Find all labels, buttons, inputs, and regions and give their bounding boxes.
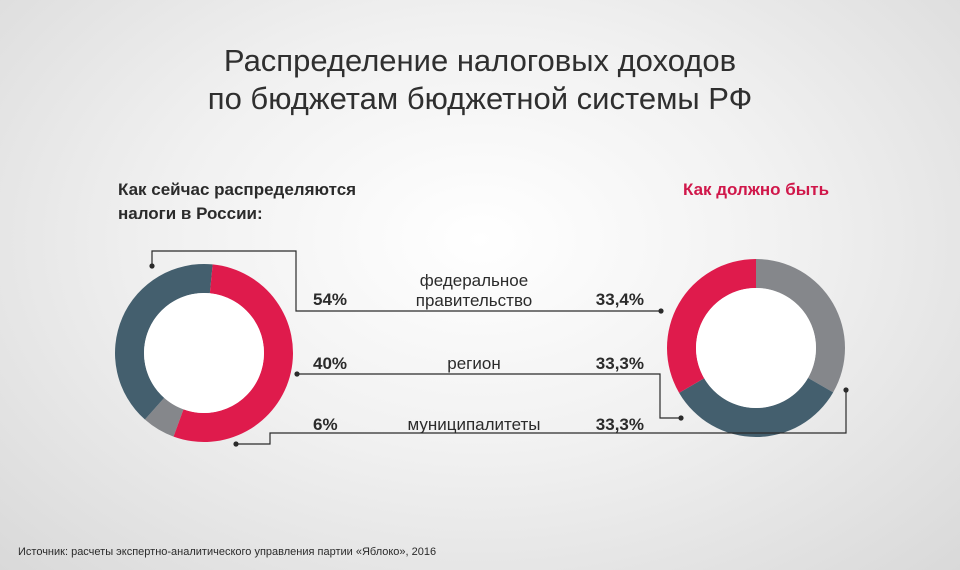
connector-federal <box>151 250 661 312</box>
category-label-municipal-1: муниципалитеты <box>407 415 540 434</box>
title-line-2: по бюджетам бюджетной системы РФ <box>207 81 753 116</box>
proposed-value-municipal: 33,3% <box>596 415 644 434</box>
connector-region-dot-2 <box>678 415 684 421</box>
connector-municipal-dot-2 <box>843 387 849 393</box>
chart-title: Распределение налоговых доходов по бюдже… <box>0 42 960 118</box>
connector-federal-dot-1 <box>149 263 155 269</box>
current-slice-federal <box>173 264 293 442</box>
proposed-value-federal: 33,4% <box>596 290 644 309</box>
connector-federal-dot-2 <box>658 308 664 314</box>
proposed-value-region: 33,3% <box>596 354 644 373</box>
proposed-slice-federal <box>666 259 756 393</box>
donut-current <box>114 264 293 442</box>
current-value-municipal: 6% <box>313 415 338 434</box>
proposed-slice-region <box>679 377 834 437</box>
title-line-1: Распределение налоговых доходов <box>223 43 737 78</box>
connector-lines <box>149 250 849 447</box>
current-value-federal: 54% <box>313 290 347 309</box>
category-label-federal-1: федеральное <box>420 271 528 290</box>
current-donut-hole <box>144 293 264 413</box>
connector-region <box>297 373 681 419</box>
connector-municipal-dot-1 <box>233 441 239 447</box>
proposed-slice-municipal <box>756 259 846 393</box>
source-note: Источник: расчеты экспертно-аналитическо… <box>18 546 437 558</box>
connector-municipal <box>236 390 847 445</box>
current-slice-region <box>114 264 213 420</box>
donut-proposed <box>666 259 846 437</box>
current-distribution-heading: Как сейчас распределяются налоги в Росси… <box>118 180 357 223</box>
category-label-federal-2: правительство <box>416 291 533 310</box>
current-slice-municipal <box>144 397 184 437</box>
connector-region-dot-1 <box>294 371 300 377</box>
proposed-distribution-heading: Как должно быть <box>683 180 830 199</box>
current-value-region: 40% <box>313 354 347 373</box>
proposed-donut-hole <box>696 288 816 408</box>
category-label-region-1: регион <box>447 354 500 373</box>
